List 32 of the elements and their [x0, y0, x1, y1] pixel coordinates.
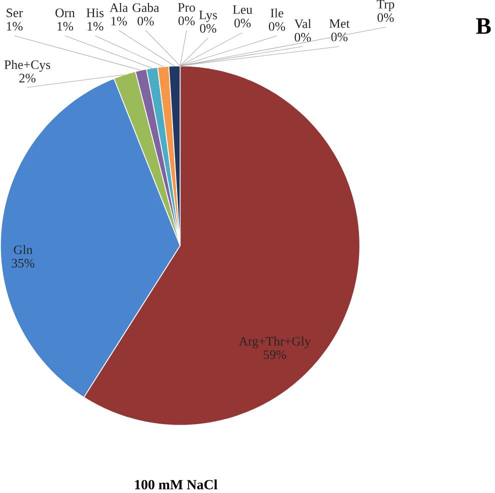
- category-label: Leu: [232, 5, 252, 14]
- category-label: Pro: [178, 3, 196, 12]
- data-label: 1%: [88, 22, 104, 31]
- slice-label: Phe+Cys: [4, 60, 50, 72]
- text: 0%: [294, 32, 311, 42]
- slice-label: Gln: [14, 245, 32, 254]
- category-label: Met: [329, 19, 350, 28]
- data-label: 2%: [19, 74, 36, 83]
- category-label: Val: [294, 19, 312, 28]
- slice-label: Ala: [110, 3, 128, 12]
- slice-label: Ser: [6, 8, 23, 18]
- data-label: 1%: [111, 16, 127, 26]
- text: 0%: [378, 13, 394, 22]
- text: 100 mM NaCl: [135, 480, 218, 490]
- text: 0%: [178, 16, 195, 26]
- slice-label: His: [86, 8, 104, 18]
- category-label: Lys: [199, 10, 217, 22]
- data-label: 35%: [12, 258, 34, 268]
- data-label: 59%: [264, 350, 286, 360]
- data-label: 1%: [6, 22, 23, 31]
- text: 0%: [138, 16, 154, 26]
- data-label: 1%: [58, 22, 74, 31]
- category-label: Gaba: [132, 3, 160, 12]
- category-label: Trp: [376, 0, 394, 12]
- text: 0%: [268, 22, 286, 31]
- text: 0%: [234, 18, 251, 28]
- text: B: [476, 18, 491, 34]
- slice-label: Orn: [56, 8, 75, 18]
- category-label: Ile: [270, 8, 284, 18]
- text: 0%: [200, 24, 216, 33]
- text: 0%: [331, 32, 348, 42]
- slice-label: Arg+Thr+Gly: [238, 336, 311, 348]
